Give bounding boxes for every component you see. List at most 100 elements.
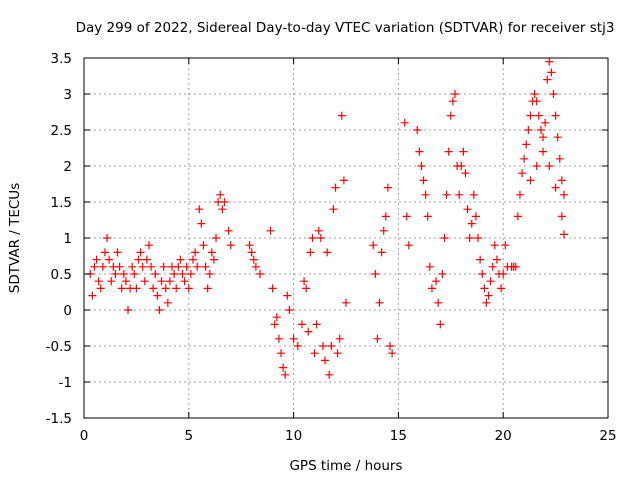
data-point	[199, 241, 208, 250]
data-point	[532, 97, 541, 106]
data-point	[306, 248, 315, 257]
data-point	[180, 277, 189, 286]
data-point	[318, 342, 327, 350]
data-point	[142, 255, 151, 264]
data-point	[553, 133, 562, 142]
data-point	[522, 140, 531, 149]
data-point	[333, 349, 342, 358]
data-point	[209, 255, 218, 264]
data-point	[289, 334, 298, 343]
data-point	[266, 226, 275, 235]
y-axis-label: SDTVAR / TECUs	[7, 183, 23, 293]
data-point	[436, 320, 445, 329]
data-point	[103, 234, 112, 242]
x-tick-label: 10	[285, 428, 302, 444]
x-tick-label: 0	[80, 428, 89, 444]
y-tick-label: 3	[63, 87, 72, 103]
data-point	[155, 306, 164, 314]
data-point	[186, 270, 195, 278]
data-point	[256, 270, 265, 278]
data-point	[476, 255, 485, 264]
data-point	[423, 212, 432, 221]
data-point	[193, 262, 202, 271]
data-point	[283, 291, 292, 300]
data-point	[417, 162, 426, 170]
data-point	[218, 205, 227, 214]
y-tick-label: -0.5	[46, 339, 72, 355]
data-point	[165, 277, 174, 286]
data-point	[107, 277, 116, 286]
y-tick-label: 1.5	[51, 195, 72, 211]
data-point	[524, 126, 533, 134]
data-point	[484, 291, 493, 300]
x-axis-label: GPS time / hours	[289, 458, 402, 474]
data-point	[513, 212, 522, 221]
data-point	[293, 342, 302, 350]
data-point	[176, 255, 185, 264]
data-point	[455, 190, 464, 199]
y-tick-label: 2	[63, 159, 72, 175]
data-point	[559, 190, 568, 199]
data-point	[442, 190, 451, 199]
data-point	[536, 126, 545, 134]
data-point	[272, 313, 281, 322]
data-point	[488, 262, 497, 271]
data-point	[277, 349, 286, 358]
data-point	[415, 147, 424, 156]
y-tick-label: 0.5	[51, 267, 72, 283]
x-tick-labels: 0 5 10 15 20 25	[80, 428, 617, 444]
data-point	[312, 320, 321, 329]
data-point	[178, 270, 187, 278]
y-tick-labels: -1.5 -1 -0.5 0 0.5 1 1.5 2 2.5 3 3.5	[46, 51, 72, 427]
data-point	[471, 212, 480, 221]
data-point	[386, 342, 395, 350]
data-point	[111, 270, 120, 278]
data-point	[105, 255, 114, 264]
data-point	[174, 262, 183, 271]
data-point	[551, 111, 560, 120]
data-point	[463, 205, 472, 214]
data-point	[113, 248, 122, 257]
data-point	[212, 234, 221, 242]
data-point	[555, 154, 564, 163]
data-point	[490, 241, 499, 250]
x-tick-label: 15	[390, 428, 407, 444]
data-point	[400, 118, 409, 127]
data-point	[207, 248, 216, 257]
data-point	[124, 306, 133, 314]
data-point	[249, 255, 258, 264]
data-point	[373, 334, 382, 343]
data-point	[321, 356, 330, 365]
data-point	[450, 90, 459, 98]
data-point	[297, 320, 306, 329]
data-point	[461, 169, 470, 178]
data-point	[149, 284, 158, 293]
data-point	[172, 284, 181, 293]
data-point	[220, 198, 229, 206]
data-point	[383, 183, 392, 192]
data-point	[327, 342, 336, 350]
data-point	[388, 349, 397, 358]
data-point	[440, 234, 449, 242]
data-point	[325, 370, 334, 379]
data-point	[98, 262, 107, 271]
data-point	[547, 68, 556, 77]
data-point	[432, 277, 441, 286]
data-point	[381, 212, 390, 221]
data-point	[520, 154, 529, 163]
data-point	[151, 270, 160, 278]
data-point	[308, 234, 317, 242]
data-point	[379, 226, 388, 235]
data-point	[549, 90, 558, 98]
data-point	[515, 190, 524, 199]
data-point	[413, 126, 422, 134]
data-point	[427, 284, 436, 293]
data-point	[478, 270, 487, 278]
data-point	[279, 363, 288, 372]
data-point	[94, 277, 103, 286]
data-point	[163, 298, 172, 307]
data-point	[421, 190, 430, 199]
data-point	[518, 169, 527, 178]
